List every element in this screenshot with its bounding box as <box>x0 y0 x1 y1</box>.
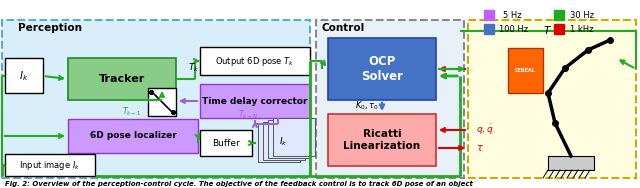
Text: Time delay corrector: Time delay corrector <box>202 96 308 105</box>
FancyBboxPatch shape <box>316 20 464 178</box>
FancyBboxPatch shape <box>328 38 436 100</box>
Text: 30 Hz: 30 Hz <box>570 11 594 20</box>
Text: $q, \dot{q}$: $q, \dot{q}$ <box>476 123 493 137</box>
Text: $\tau$: $\tau$ <box>476 143 484 153</box>
Text: CEREAL: CEREAL <box>515 68 536 74</box>
FancyBboxPatch shape <box>548 156 594 170</box>
FancyBboxPatch shape <box>5 58 43 93</box>
Text: $I_k$: $I_k$ <box>19 69 29 83</box>
Text: Fig. 2: Overview of the perception-control cycle. The objective of the feedback : Fig. 2: Overview of the perception-contr… <box>5 181 473 187</box>
FancyBboxPatch shape <box>468 20 636 178</box>
Text: $T_{k-N}$: $T_{k-N}$ <box>238 108 258 121</box>
Text: Tracker: Tracker <box>99 74 145 84</box>
Text: Buffer: Buffer <box>212 139 240 148</box>
Text: $T_k$: $T_k$ <box>188 62 200 74</box>
FancyBboxPatch shape <box>554 10 564 20</box>
Text: 5 Hz: 5 Hz <box>502 11 522 20</box>
FancyBboxPatch shape <box>2 20 310 178</box>
FancyBboxPatch shape <box>258 124 300 162</box>
Text: Control: Control <box>322 23 365 33</box>
FancyBboxPatch shape <box>200 84 310 118</box>
FancyBboxPatch shape <box>268 120 310 158</box>
Text: Input image $I_k$: Input image $I_k$ <box>19 158 81 171</box>
FancyBboxPatch shape <box>5 154 95 176</box>
FancyBboxPatch shape <box>273 118 315 156</box>
Text: 6D pose localizer: 6D pose localizer <box>90 131 177 140</box>
Text: Ricatti
Linearization: Ricatti Linearization <box>344 129 420 151</box>
FancyBboxPatch shape <box>484 24 494 34</box>
FancyBboxPatch shape <box>68 119 198 153</box>
FancyBboxPatch shape <box>200 47 310 75</box>
FancyBboxPatch shape <box>508 48 543 93</box>
FancyBboxPatch shape <box>484 10 494 20</box>
FancyBboxPatch shape <box>554 24 564 34</box>
Text: OCP
Solver: OCP Solver <box>361 55 403 83</box>
FancyBboxPatch shape <box>148 88 176 116</box>
FancyBboxPatch shape <box>200 130 252 156</box>
FancyBboxPatch shape <box>68 58 176 100</box>
Text: $I_k$: $I_k$ <box>278 136 287 148</box>
Text: $T_{k-1}$: $T_{k-1}$ <box>122 106 141 118</box>
FancyBboxPatch shape <box>328 114 436 166</box>
FancyBboxPatch shape <box>263 122 305 160</box>
Text: $T$: $T$ <box>543 24 552 36</box>
Text: 1 kHz: 1 kHz <box>570 24 594 33</box>
Text: 100 Hz: 100 Hz <box>499 24 529 33</box>
Text: $K_0, \tau_0$: $K_0, \tau_0$ <box>355 100 379 112</box>
Text: Output 6D pose $T_k$: Output 6D pose $T_k$ <box>215 55 295 67</box>
Text: Perception: Perception <box>18 23 82 33</box>
